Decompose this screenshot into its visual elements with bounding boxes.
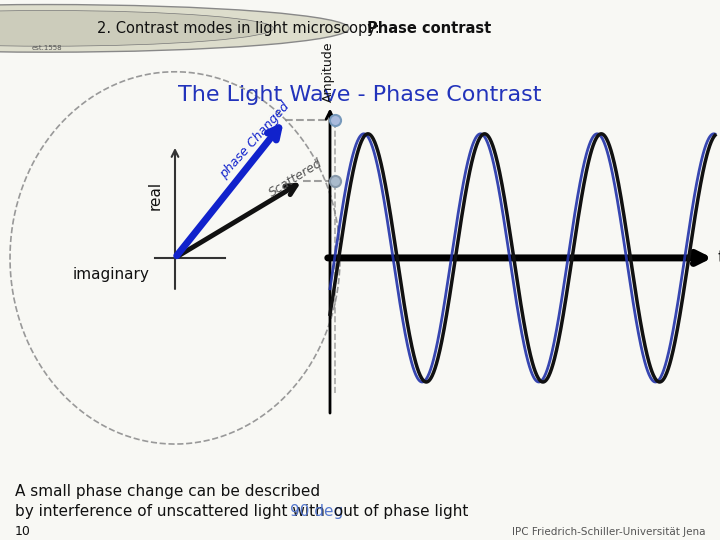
Text: The Light Wave - Phase Contrast: The Light Wave - Phase Contrast bbox=[179, 85, 541, 105]
Text: real: real bbox=[148, 181, 163, 211]
Text: out of phase light: out of phase light bbox=[329, 504, 469, 519]
Text: 10: 10 bbox=[15, 525, 31, 538]
Text: A small phase change can be described: A small phase change can be described bbox=[15, 484, 320, 500]
Text: by interference of unscattered light with: by interference of unscattered light wit… bbox=[15, 504, 330, 519]
Text: est.1558: est.1558 bbox=[32, 45, 62, 51]
Text: phase Changed: phase Changed bbox=[217, 100, 292, 181]
Text: Phase contrast: Phase contrast bbox=[366, 21, 491, 36]
Circle shape bbox=[0, 4, 349, 52]
Text: 2. Contrast modes in light microscopy:: 2. Contrast modes in light microscopy: bbox=[97, 21, 384, 36]
Text: 90 deg: 90 deg bbox=[290, 504, 343, 519]
Circle shape bbox=[0, 10, 274, 46]
Text: time: time bbox=[718, 249, 720, 267]
Text: IPC Friedrich-Schiller-Universität Jena: IPC Friedrich-Schiller-Universität Jena bbox=[511, 527, 705, 537]
Text: Ampitude: Ampitude bbox=[322, 42, 335, 102]
Text: Scattered: Scattered bbox=[267, 156, 325, 199]
Text: imaginary: imaginary bbox=[73, 267, 150, 282]
